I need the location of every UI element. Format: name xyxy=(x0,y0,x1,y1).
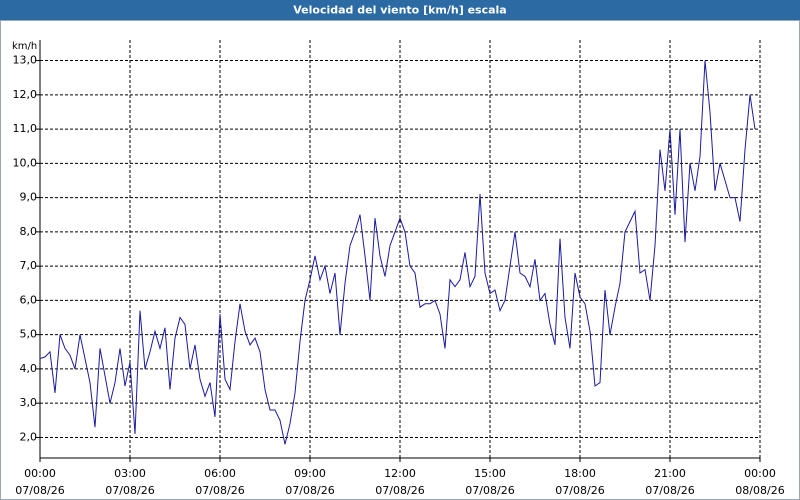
x-tick-date: 07/08/26 xyxy=(555,484,604,497)
x-tick-label: 12:00 xyxy=(384,467,416,480)
y-tick-label: 5,0 xyxy=(20,328,38,341)
x-tick-date: 07/08/26 xyxy=(195,484,244,497)
y-axis-label: km/h xyxy=(12,41,37,52)
x-tick-date: 07/08/26 xyxy=(15,484,64,497)
y-tick-label: 11,0 xyxy=(13,122,38,135)
y-tick-label: 7,0 xyxy=(20,259,38,272)
x-tick-date: 07/08/26 xyxy=(465,484,514,497)
x-tick-label: 06:00 xyxy=(204,467,236,480)
x-tick-label: 15:00 xyxy=(474,467,506,480)
y-tick-label: 12,0 xyxy=(13,88,38,101)
chart-title: Velocidad del viento [km/h] escala xyxy=(293,4,506,17)
title-bar xyxy=(0,0,800,20)
y-tick-label: 10,0 xyxy=(13,156,38,169)
x-tick-date: 07/08/26 xyxy=(645,484,694,497)
x-tick-label: 09:00 xyxy=(294,467,326,480)
y-tick-label: 3,0 xyxy=(20,396,38,409)
x-tick-label: 18:00 xyxy=(564,467,596,480)
x-tick-date: 07/08/26 xyxy=(105,484,154,497)
x-tick-date: 08/08/26 xyxy=(735,484,784,497)
data-line xyxy=(39,60,756,445)
y-tick-label: 13,0 xyxy=(13,54,38,67)
y-tick-label: 2,0 xyxy=(20,430,38,443)
x-tick-date: 07/08/26 xyxy=(375,484,424,497)
x-tick-label: 00:00 xyxy=(24,467,56,480)
y-tick-label: 4,0 xyxy=(20,362,38,375)
x-tick-label: 03:00 xyxy=(114,467,146,480)
y-tick-label: 9,0 xyxy=(20,191,38,204)
x-tick-label: 21:00 xyxy=(654,467,686,480)
x-tick-date: 07/08/26 xyxy=(285,484,334,497)
y-tick-label: 6,0 xyxy=(20,293,38,306)
y-tick-label: 8,0 xyxy=(20,225,38,238)
x-tick-label: 00:00 xyxy=(744,467,776,480)
